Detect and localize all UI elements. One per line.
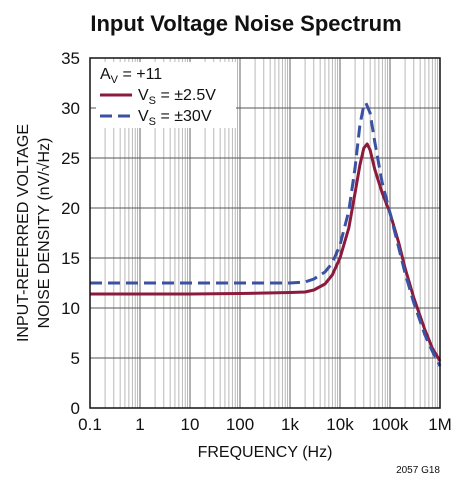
x-tick-labels: 0.1 1 10 100 1k 10k 100k 1M bbox=[78, 415, 452, 434]
x-tick-label: 1M bbox=[428, 415, 452, 434]
x-tick-label: 100k bbox=[372, 415, 409, 434]
y-axis-label-line1: INPUT-REFERRED VOLTAGE bbox=[15, 124, 32, 342]
x-tick-label: 1 bbox=[135, 415, 144, 434]
series-line-2 bbox=[90, 101, 442, 367]
x-tick-label: 10k bbox=[326, 415, 354, 434]
y-tick-label: 25 bbox=[61, 149, 80, 168]
series-layer bbox=[90, 101, 442, 367]
x-tick-label: 1k bbox=[281, 415, 299, 434]
x-tick-label: 10 bbox=[181, 415, 200, 434]
y-tick-label: 35 bbox=[61, 49, 80, 68]
y-tick-label: 5 bbox=[71, 349, 80, 368]
legend-header: AV = +11 bbox=[100, 66, 162, 86]
y-tick-label: 30 bbox=[61, 99, 80, 118]
y-axis-label-line2: NOISE DENSITY (nV/√Hz) bbox=[36, 138, 53, 329]
legend-label-1: VS = ±2.5V bbox=[138, 87, 216, 107]
y-tick-label: 20 bbox=[61, 199, 80, 218]
figure-id: 2057 G18 bbox=[396, 465, 440, 476]
y-tick-label: 10 bbox=[61, 299, 80, 318]
y-tick-label: 0 bbox=[71, 399, 80, 418]
plot-frame bbox=[89, 57, 441, 409]
chart-title: Input Voltage Noise Spectrum bbox=[90, 11, 401, 36]
x-tick-label: 100 bbox=[226, 415, 254, 434]
legend-label-2: VS = ±30V bbox=[138, 108, 212, 128]
y-tick-labels: 0 5 10 15 20 25 30 35 bbox=[61, 49, 80, 418]
x-tick-label: 0.1 bbox=[78, 415, 102, 434]
x-axis-label: FREQUENCY (Hz) bbox=[198, 444, 333, 461]
y-tick-label: 15 bbox=[61, 249, 80, 268]
